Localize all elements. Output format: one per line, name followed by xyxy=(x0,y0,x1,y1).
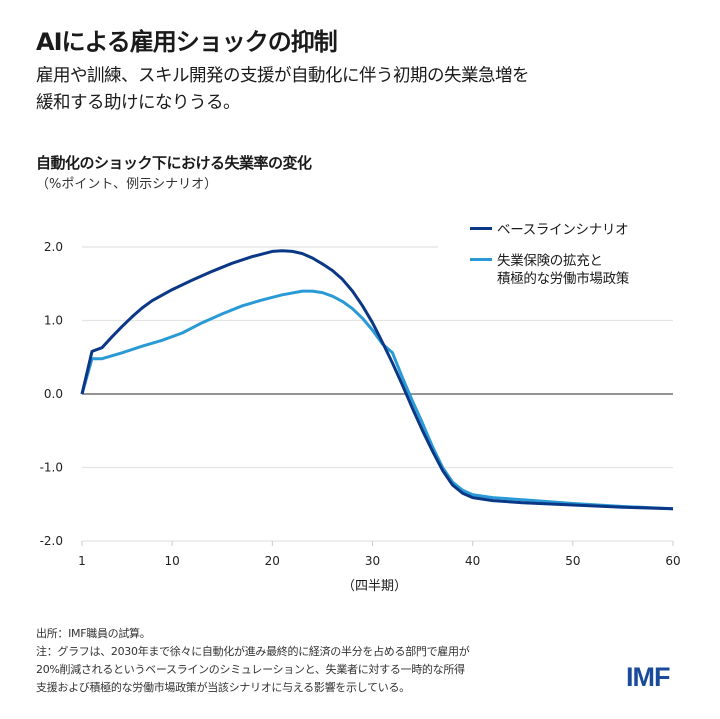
y-tick-label: 1.0 xyxy=(44,314,63,328)
x-tick-label: 10 xyxy=(165,554,180,568)
y-tick-label: 0.0 xyxy=(44,387,63,401)
subtitle-line-1: 雇用や訓練、スキル開発の支援が自動化に伴う初期の失業急増を xyxy=(36,66,530,86)
chart-subtitle: （%ポイント、例示シナリオ） xyxy=(36,177,218,192)
chart-title: 自動化のショック下における失業率の変化 xyxy=(36,154,312,172)
line-chart: 2.0 1.0 0.0 -1.0 -2.0 1 10 20 30 40 50 60 xyxy=(40,240,681,568)
legend-label-baseline: ベースラインシナリオ xyxy=(497,222,629,238)
imf-logo: IMF xyxy=(626,662,670,692)
x-tick-label: 20 xyxy=(265,554,280,568)
x-tick-label: 50 xyxy=(565,554,580,568)
note-line-3: 支援および積極的な労働市場政策が当該シナリオに与える影響を示している。 xyxy=(36,681,410,694)
x-tick-label: 60 xyxy=(665,554,680,568)
legend-swatch-policy xyxy=(470,258,492,261)
x-axis-label: （四半期） xyxy=(342,579,408,594)
x-tick-label: 30 xyxy=(365,554,380,568)
series-line-policy xyxy=(80,289,674,511)
series-line-baseline xyxy=(80,249,674,511)
y-tick-label: 2.0 xyxy=(44,240,63,254)
x-tick-label: 40 xyxy=(465,554,480,568)
legend-swatch-baseline xyxy=(470,227,492,230)
legend-label-policy-line-1: 失業保険の拡充と xyxy=(497,253,603,269)
page-title: AIによる雇用ショックの抑制 xyxy=(36,28,338,56)
source-note: 出所：IMF職員の試算。 xyxy=(36,627,151,640)
x-tick-label: 1 xyxy=(78,554,86,568)
subtitle-line-2: 緩和する助けになりうる。 xyxy=(36,93,241,113)
note-line-1: 注：グラフは、2030年まで徐々に自動化が進み最終的に経済の半分を占める部門で雇… xyxy=(36,645,470,658)
y-tick-label: -2.0 xyxy=(40,534,63,548)
legend-label-policy-line-2: 積極的な労働市場政策 xyxy=(497,271,629,287)
note-line-2: 20%削減されるというベースラインのシミュレーションと、失業者に対する一時的な所… xyxy=(36,663,465,676)
y-tick-label: -1.0 xyxy=(40,461,63,475)
